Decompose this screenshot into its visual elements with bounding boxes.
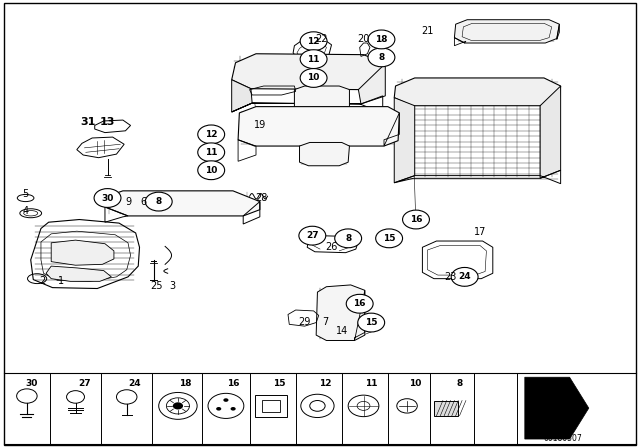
Bar <box>434 401 458 416</box>
Circle shape <box>300 50 327 69</box>
Text: 00180507: 00180507 <box>544 434 582 443</box>
Text: 30: 30 <box>101 194 114 202</box>
Text: 15: 15 <box>365 318 378 327</box>
Text: 25: 25 <box>150 281 163 291</box>
Text: 15: 15 <box>273 379 285 388</box>
Polygon shape <box>394 98 415 183</box>
Circle shape <box>198 161 225 180</box>
Text: 14: 14 <box>335 326 348 336</box>
Text: 30: 30 <box>26 379 38 388</box>
Text: 18: 18 <box>179 379 192 388</box>
Circle shape <box>94 189 121 207</box>
Text: 24: 24 <box>128 379 141 388</box>
Text: 1: 1 <box>58 276 65 286</box>
Text: 24: 24 <box>458 272 471 281</box>
Text: 10: 10 <box>307 73 320 82</box>
Text: 21: 21 <box>421 26 434 36</box>
Bar <box>262 400 280 412</box>
Polygon shape <box>46 266 111 281</box>
Circle shape <box>223 398 228 402</box>
Circle shape <box>299 226 326 245</box>
Polygon shape <box>316 285 365 340</box>
Text: 12: 12 <box>307 37 320 46</box>
Circle shape <box>198 125 225 144</box>
Text: 8: 8 <box>378 53 385 62</box>
Text: 10: 10 <box>205 166 218 175</box>
Circle shape <box>346 294 373 313</box>
Text: 8: 8 <box>156 197 162 206</box>
Circle shape <box>173 402 183 409</box>
Text: 13: 13 <box>100 117 115 127</box>
Polygon shape <box>300 142 349 166</box>
Polygon shape <box>525 377 589 439</box>
Circle shape <box>145 192 172 211</box>
Circle shape <box>451 267 478 286</box>
Circle shape <box>368 48 395 67</box>
Polygon shape <box>454 20 559 43</box>
Circle shape <box>403 210 429 229</box>
Circle shape <box>300 69 327 87</box>
Polygon shape <box>51 240 114 265</box>
Text: 17: 17 <box>474 227 486 237</box>
Text: 12: 12 <box>205 130 218 139</box>
Text: 11: 11 <box>365 379 378 388</box>
Circle shape <box>358 313 385 332</box>
Polygon shape <box>232 80 252 112</box>
Text: 27: 27 <box>306 231 319 240</box>
Text: 16: 16 <box>227 379 239 388</box>
Text: 16: 16 <box>410 215 422 224</box>
Polygon shape <box>540 86 561 178</box>
Polygon shape <box>232 54 385 90</box>
Text: 26: 26 <box>325 242 338 252</box>
Text: 29: 29 <box>298 317 311 327</box>
Text: 5: 5 <box>22 189 29 198</box>
Text: 6: 6 <box>140 198 147 207</box>
Text: 19: 19 <box>253 120 266 129</box>
Text: 8: 8 <box>345 234 351 243</box>
Text: 31: 31 <box>81 117 96 127</box>
Circle shape <box>300 32 327 51</box>
Text: 7: 7 <box>322 317 328 327</box>
Text: 23: 23 <box>444 272 457 282</box>
Text: 10: 10 <box>408 379 421 388</box>
Polygon shape <box>238 107 399 146</box>
Text: 27: 27 <box>78 379 91 388</box>
Circle shape <box>216 407 221 410</box>
Polygon shape <box>358 64 385 104</box>
Polygon shape <box>105 191 260 216</box>
Circle shape <box>230 407 236 410</box>
Polygon shape <box>294 86 349 111</box>
Circle shape <box>335 229 362 248</box>
Text: 15: 15 <box>383 234 396 243</box>
Circle shape <box>368 30 395 49</box>
Circle shape <box>198 143 225 162</box>
Text: 8: 8 <box>456 379 463 388</box>
Text: 4: 4 <box>22 206 29 215</box>
Text: 11: 11 <box>307 55 320 64</box>
Text: 12: 12 <box>319 379 332 388</box>
Text: 9: 9 <box>125 198 131 207</box>
Polygon shape <box>394 78 561 106</box>
Circle shape <box>376 229 403 248</box>
Text: 18: 18 <box>375 35 388 44</box>
Text: 20: 20 <box>357 34 370 44</box>
Text: 28: 28 <box>255 193 268 203</box>
Text: 16: 16 <box>353 299 366 308</box>
Text: 3: 3 <box>170 281 176 291</box>
Bar <box>255 395 287 417</box>
Text: 2: 2 <box>39 276 45 286</box>
Text: 11: 11 <box>205 148 218 157</box>
Text: 22: 22 <box>315 34 328 44</box>
